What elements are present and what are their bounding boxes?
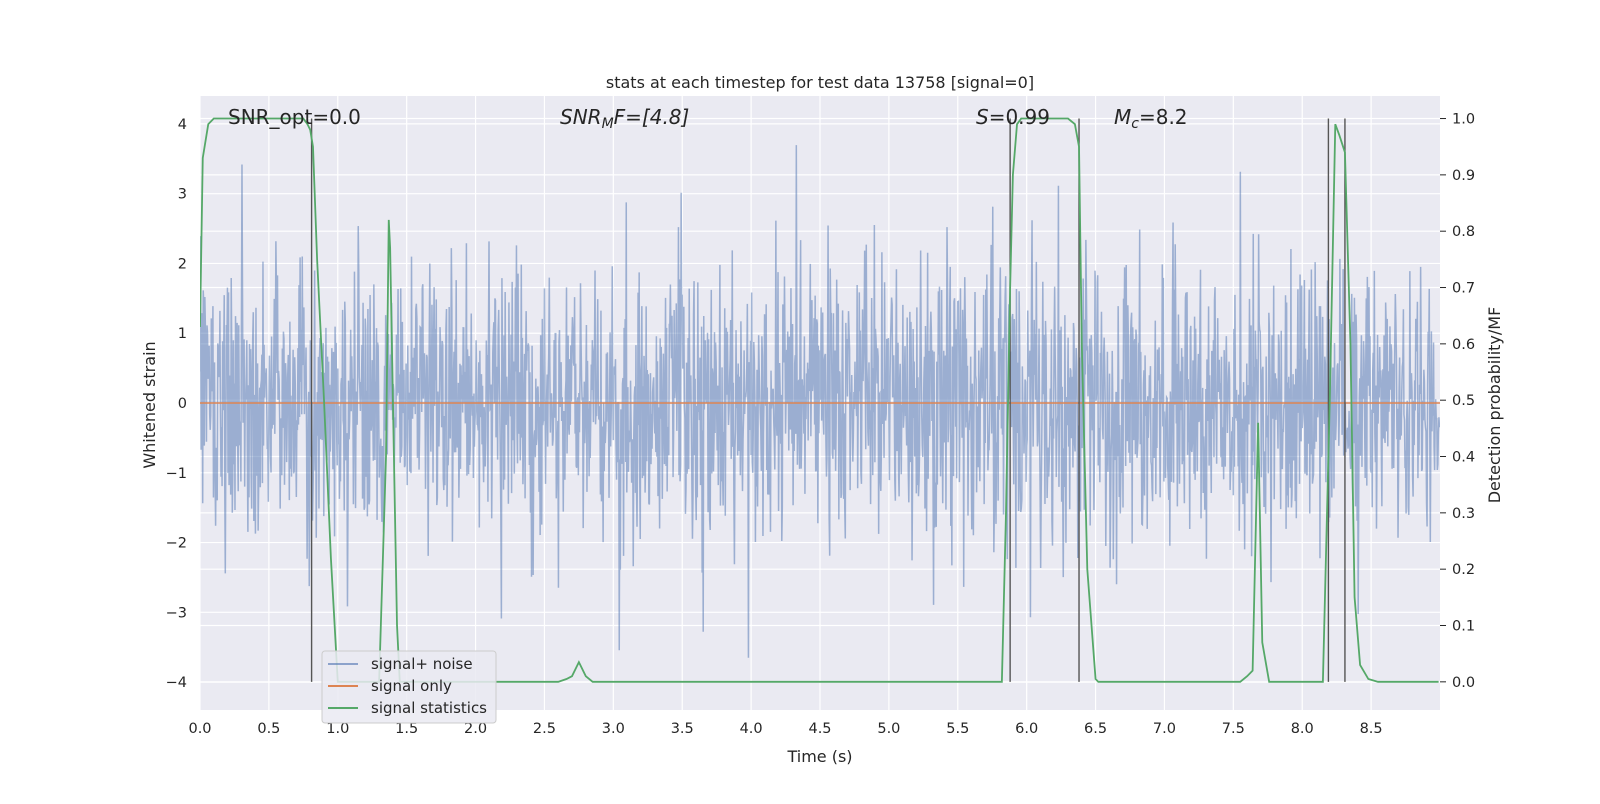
x-tick-label: 3.5 [671,721,694,737]
x-tick-label: 2.5 [533,721,556,737]
y-right-tick-label: 0.6 [1452,337,1475,353]
annotation-snr-mf: SNRMF=[4.8] [560,105,689,132]
y-left-tick-label: −3 [166,605,187,621]
chart-title: stats at each timestep for test data 137… [606,73,1034,92]
x-tick-label: 3.0 [602,721,625,737]
x-tick-label: 0.5 [257,721,280,737]
x-tick-label: 1.0 [326,721,349,737]
y-left-axis-label: Whitened strain [140,341,159,468]
legend: signal+ noise signal only signal statist… [321,650,497,724]
y-right-tick-label: 0.5 [1452,393,1475,409]
x-tick-label: 6.0 [1015,721,1038,737]
y-right-tick-label: 0.2 [1452,562,1475,578]
series-signal-noise [200,145,1440,658]
x-tick-label: 7.0 [1153,721,1176,737]
annotation-s: S=0.99 [976,105,1050,129]
x-tick-label: 5.0 [877,721,900,737]
y-right-tick-label: 0.1 [1452,619,1475,635]
x-tick-label: 8.0 [1291,721,1314,737]
y-left-tick-label: 4 [178,117,187,133]
x-axis-tick-labels: 0.0 0.5 1.0 1.5 2.0 2.5 3.0 3.5 4.0 4.5 5.0 5.5 6.0 6… [188,721,1382,737]
y-left-tick-label: 3 [178,187,187,203]
x-tick-label: 8.5 [1360,721,1383,737]
legend-label-signal-noise: signal+ noise [371,655,473,673]
vertical-markers [310,118,1346,682]
legend-label-signal-statistics: signal statistics [371,699,487,717]
annotation-snr-mf-value: F=[4.8] [614,105,690,129]
y-left-tick-label: 0 [178,396,187,412]
y-left-tick-label: 1 [178,326,187,342]
y-left-tick-label: −2 [166,536,187,552]
annotation-snr-opt: SNR_opt=0.0 [228,105,361,129]
annotation-mc-symbol: M [1114,105,1131,129]
y-right-axis-label: Detection probability/MF [1485,307,1504,504]
y-left-axis-tick-labels: 4 3 2 1 0 −1 −2 −3 −4 [166,117,187,691]
annotation-s-symbol: S [976,105,989,129]
y-left-tick-label: −4 [166,675,187,691]
y-right-tick-label: 0.9 [1452,168,1475,184]
x-tick-label: 6.5 [1084,721,1107,737]
annotation-mc-value: =8.2 [1139,105,1188,129]
y-right-tick-label: 0.0 [1452,675,1475,691]
x-tick-label: 5.5 [946,721,969,737]
x-tick-label: 2.0 [464,721,487,737]
x-tick-label: 7.5 [1222,721,1245,737]
x-tick-label: 4.0 [740,721,763,737]
legend-label-signal-only: signal only [371,677,452,695]
x-axis-label: Time (s) [786,747,852,766]
annotation-snr-mf-symbol: SNR [560,105,602,129]
y-left-tick-label: 2 [178,256,187,272]
series-signal-statistics [200,117,1439,683]
legend-frame [321,650,497,724]
y-right-tick-label: 0.4 [1452,450,1475,466]
y-right-axis-tick-labels: 1.0 0.9 0.8 0.7 0.6 0.5 0.4 0.3 0.2 0.1 0.0 [1440,112,1475,691]
x-tick-label: 1.5 [395,721,418,737]
annotation-mc-subscript: c [1131,116,1139,132]
annotation-s-value: =0.99 [989,105,1050,129]
y-right-tick-label: 0.7 [1452,281,1475,297]
y-right-tick-label: 0.3 [1452,506,1475,522]
y-left-tick-label: −1 [166,466,187,482]
x-tick-label: 0.0 [188,721,211,737]
x-tick-label: 4.5 [808,721,831,737]
annotation-mc: Mc=8.2 [1114,105,1188,132]
y-right-tick-label: 1.0 [1452,112,1475,128]
annotation-snr-mf-subscript: M [602,116,614,132]
y-right-tick-label: 0.8 [1452,224,1475,240]
